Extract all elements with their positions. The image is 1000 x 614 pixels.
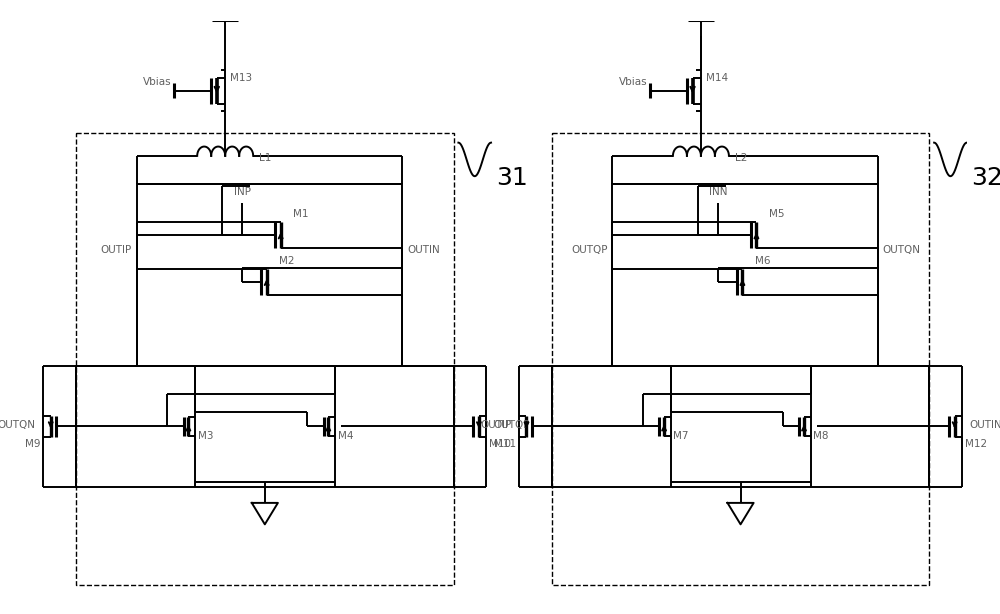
Text: M12: M12 bbox=[965, 440, 987, 449]
Text: OUTIN: OUTIN bbox=[970, 419, 1000, 430]
Text: L2: L2 bbox=[735, 153, 747, 163]
Text: 32: 32 bbox=[971, 166, 1000, 190]
Text: OUTQN: OUTQN bbox=[0, 419, 36, 430]
Text: M5: M5 bbox=[769, 209, 784, 219]
Bar bbox=[137, 184, 402, 366]
Text: L1: L1 bbox=[259, 153, 271, 163]
Text: 31: 31 bbox=[496, 166, 527, 190]
Text: M14: M14 bbox=[706, 72, 728, 82]
Text: M4: M4 bbox=[338, 431, 353, 441]
Text: M1: M1 bbox=[293, 209, 308, 219]
Text: M8: M8 bbox=[813, 431, 829, 441]
Text: OUTQP: OUTQP bbox=[571, 245, 608, 255]
Text: OUTIP: OUTIP bbox=[480, 419, 512, 430]
Text: M2: M2 bbox=[279, 256, 294, 266]
Text: OUTQP: OUTQP bbox=[494, 419, 530, 430]
Text: M9: M9 bbox=[25, 440, 40, 449]
Bar bbox=[76, 133, 454, 585]
Text: M10: M10 bbox=[489, 440, 511, 449]
Text: M11: M11 bbox=[494, 440, 516, 449]
Bar bbox=[76, 366, 454, 487]
Text: Vbias: Vbias bbox=[619, 77, 648, 87]
Text: OUTIP: OUTIP bbox=[101, 245, 132, 255]
Text: M7: M7 bbox=[673, 431, 689, 441]
Text: M3: M3 bbox=[198, 431, 213, 441]
Text: M13: M13 bbox=[230, 72, 252, 82]
Bar bbox=[612, 184, 878, 366]
Bar bbox=[552, 366, 929, 487]
Text: OUTQN: OUTQN bbox=[883, 245, 921, 255]
Text: INN: INN bbox=[709, 187, 727, 197]
Text: M6: M6 bbox=[755, 256, 770, 266]
Bar bbox=[552, 133, 929, 585]
Text: OUTIN: OUTIN bbox=[407, 245, 440, 255]
Text: INP: INP bbox=[234, 187, 251, 197]
Text: Vbias: Vbias bbox=[143, 77, 172, 87]
